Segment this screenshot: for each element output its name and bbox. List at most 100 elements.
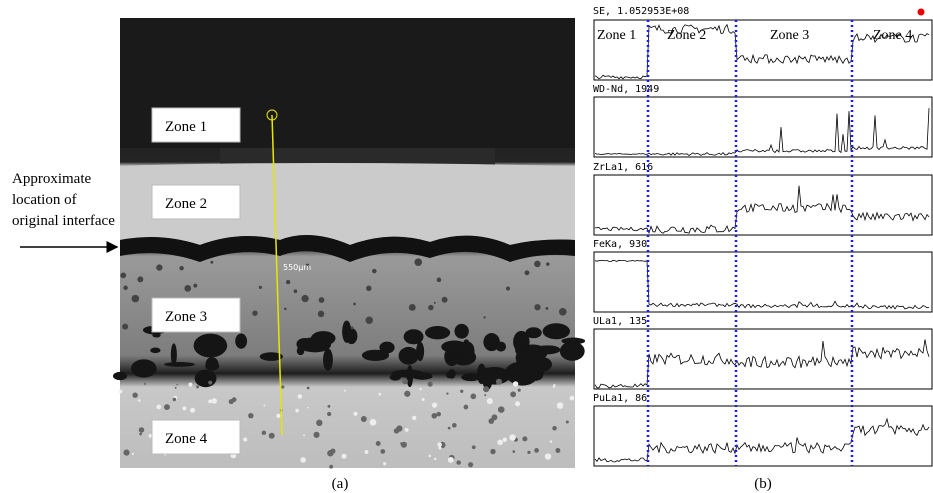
trace-frame (594, 97, 932, 157)
speck (132, 453, 134, 455)
speck (144, 383, 146, 385)
speck (365, 450, 369, 454)
speck (460, 390, 463, 393)
speck (179, 266, 183, 270)
speck (498, 406, 505, 413)
speck (211, 398, 217, 404)
speck (566, 420, 569, 423)
speck (281, 385, 284, 388)
speck (555, 448, 560, 453)
zone-label: Zone 1 (165, 119, 207, 135)
speck (438, 446, 441, 449)
zone-label: Zone 2 (165, 196, 207, 212)
speck (123, 286, 128, 291)
speck (452, 423, 457, 428)
pore (441, 341, 467, 353)
speck (119, 390, 123, 394)
pore (235, 333, 247, 348)
pore (150, 348, 160, 354)
speck (448, 457, 454, 463)
speck (295, 409, 299, 413)
speck (327, 412, 331, 416)
pore (454, 324, 468, 339)
speck (248, 413, 253, 418)
trace-line (595, 340, 929, 388)
speck (353, 303, 356, 306)
pore (131, 359, 157, 377)
speck (300, 457, 306, 463)
interface-label: location of (12, 192, 77, 208)
pore (516, 350, 532, 366)
speck (156, 405, 161, 410)
speck (120, 273, 126, 279)
zone-label: Zone 3 (165, 309, 207, 325)
speck (419, 388, 421, 390)
speck (372, 269, 377, 274)
speck (132, 295, 140, 303)
speck (176, 384, 178, 386)
speck (132, 393, 137, 398)
speck (361, 416, 367, 422)
speck (570, 396, 575, 401)
pore (206, 357, 219, 370)
speck (252, 311, 257, 316)
speck (446, 392, 448, 394)
speck (552, 426, 557, 431)
pore (297, 347, 305, 356)
speck (490, 449, 495, 454)
scale-label: 550µm (283, 263, 311, 272)
figure: Zone 1 Zone 2 Zone 3 Zone 4 Approximate … (0, 0, 933, 493)
pore (416, 342, 424, 361)
speck (557, 402, 564, 409)
speck (534, 448, 539, 453)
speck (122, 324, 128, 330)
speck (468, 462, 473, 467)
speck (431, 413, 437, 419)
speck (434, 302, 436, 304)
speck (464, 405, 469, 410)
speck (394, 428, 399, 433)
trace-line (595, 186, 929, 234)
pore (543, 323, 570, 339)
trace-frame (594, 406, 932, 466)
speck (297, 394, 302, 399)
speck (182, 406, 186, 410)
speck (319, 297, 325, 303)
trace-line (595, 419, 929, 462)
speck (188, 383, 192, 387)
speck (429, 455, 432, 458)
speck (513, 381, 518, 386)
pore (461, 373, 480, 381)
speck (414, 258, 422, 266)
speck (190, 408, 195, 413)
speck (284, 308, 287, 311)
speck (316, 420, 322, 426)
speck (365, 316, 372, 323)
trace-line (595, 108, 929, 155)
speck (259, 286, 262, 289)
pore (346, 328, 358, 344)
speck (184, 285, 191, 292)
speck (366, 286, 372, 292)
speck (512, 450, 515, 453)
speck (509, 434, 515, 440)
speck (196, 385, 199, 388)
speck (156, 264, 162, 270)
speck (344, 390, 346, 392)
pore (390, 374, 401, 381)
speck (448, 427, 451, 430)
speck (515, 401, 520, 406)
speck (383, 462, 386, 465)
pore (446, 372, 453, 379)
speck (497, 440, 503, 446)
speck (437, 442, 442, 447)
pore (194, 334, 228, 358)
speck (303, 434, 305, 436)
speck (442, 297, 448, 303)
speck (175, 387, 177, 389)
speck (370, 419, 377, 426)
speck (402, 379, 408, 385)
speck (379, 393, 382, 396)
speck (208, 381, 212, 385)
